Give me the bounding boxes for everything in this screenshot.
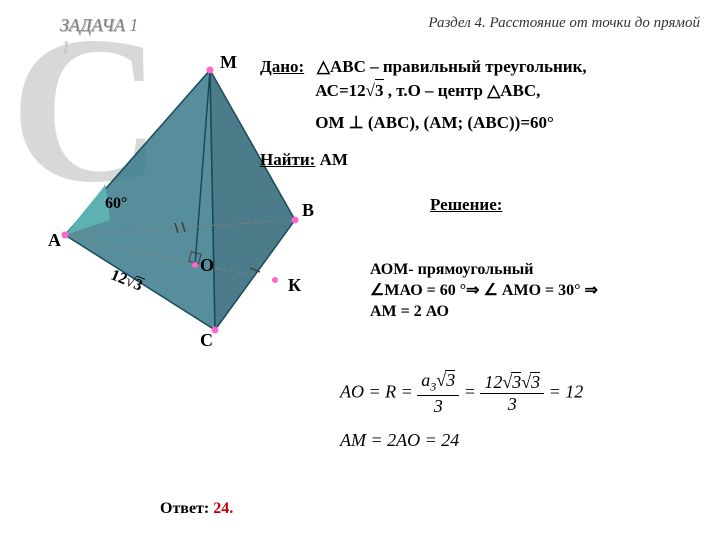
task-title: ЗАДАЧА 1 ЗАДАЧА 1: [60, 15, 138, 36]
label-B: В: [302, 200, 314, 221]
solution-label: Решение:: [430, 195, 502, 215]
label-O: О: [200, 255, 214, 276]
formula-am: AM = 2AO = 24: [340, 430, 459, 451]
label-M: М: [220, 52, 237, 73]
label-C: С: [200, 330, 213, 351]
dano-label: Дано:: [260, 57, 304, 76]
find-block: Найти: АМ: [260, 150, 348, 170]
solution-text: АОМ- прямоугольный ∠МАО = 60 °⇒ ∠ АМО = …: [370, 260, 598, 322]
answer: Ответ: 24.: [160, 500, 233, 518]
given-block: Дано: △АВС – правильный треугольник, АС=…: [260, 55, 587, 134]
formula-ao: AO = R = a3√3 3 = 12√3√3 3 = 12: [340, 370, 583, 417]
label-K: К: [288, 275, 301, 296]
angle-label: 60°: [105, 195, 127, 213]
label-A: А: [48, 230, 61, 251]
section-title: Раздел 4. Расстояние от точки до прямой: [428, 15, 700, 32]
